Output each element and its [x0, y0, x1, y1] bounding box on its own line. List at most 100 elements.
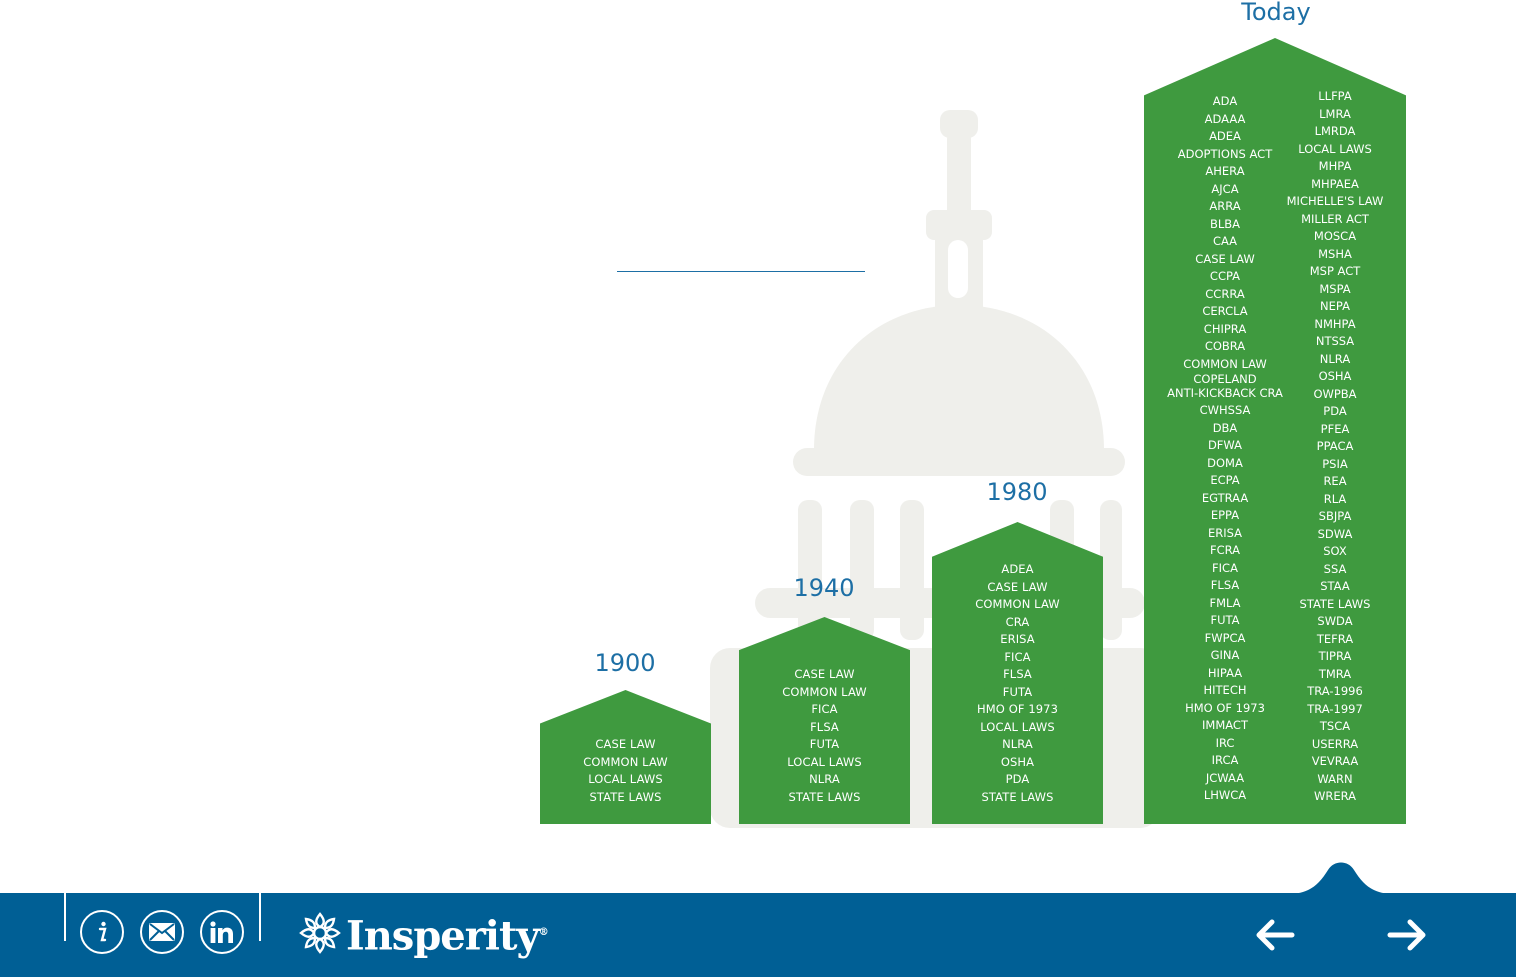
law-item: ADAAA: [1204, 111, 1246, 126]
law-item: IMMACT: [1202, 718, 1248, 732]
law-item: ANTI-KICKBACK CRA: [1167, 386, 1283, 400]
law-item: COMMON LAW: [782, 684, 867, 699]
law-item: USERRA: [1311, 736, 1359, 751]
info-button[interactable]: [80, 910, 124, 954]
law-item: FMLA: [1209, 595, 1241, 610]
law-item: STATE LAWS: [981, 789, 1054, 804]
era-label-today: Today: [1241, 0, 1311, 26]
law-item: ECPA: [1210, 473, 1240, 487]
law-list: CASE LAW COMMON LAW FICA FLSA FUTA LOCAL…: [739, 666, 910, 806]
law-item: LOCAL LAWS: [588, 772, 663, 786]
law-item: LOCAL LAWS: [787, 754, 862, 769]
law-item: CCRRA: [1205, 286, 1245, 301]
law-item: LMRDA: [1314, 124, 1356, 138]
law-item: FCRA: [1209, 543, 1241, 557]
law-item: CWHSSA: [1199, 403, 1251, 417]
law-item: LOCAL LAWS: [980, 719, 1055, 734]
law-item: PDA: [1323, 404, 1347, 418]
law-item: FLSA: [1003, 667, 1032, 681]
law-item: STAA: [1320, 579, 1350, 593]
mail-icon: [149, 923, 175, 941]
law-item: OWPBA: [1313, 386, 1357, 401]
era-house-1940: CASE LAW COMMON LAW FICA FLSA FUTA LOCAL…: [739, 617, 910, 824]
law-item: RLA: [1323, 491, 1347, 506]
law-item: PSIA: [1322, 456, 1348, 471]
insperity-logo-icon: [299, 912, 341, 954]
era-house-today: ADA ADAAA ADEA ADOPTIONS ACT AHERA AJCA …: [1144, 38, 1406, 824]
law-item: FUTA: [1210, 613, 1240, 627]
law-item: HMO OF 1973: [977, 702, 1058, 716]
law-item: VEVRAA: [1311, 754, 1359, 768]
law-item: SOX: [1323, 544, 1347, 558]
law-item: MSPA: [1319, 281, 1351, 296]
law-item: JCWAA: [1205, 770, 1245, 785]
law-item: ADOPTIONS ACT: [1177, 146, 1273, 161]
law-item: LLFPA: [1318, 89, 1352, 103]
law-item: STATE LAWS: [788, 789, 861, 804]
law-item: NEPA: [1320, 299, 1350, 313]
law-item: AJCA: [1211, 181, 1239, 196]
law-item: PDA: [1005, 772, 1030, 786]
footer-divider: [64, 893, 66, 941]
law-item: COMMON LAW: [975, 597, 1060, 611]
law-item: ADEA: [1001, 562, 1034, 576]
linkedin-icon: [210, 921, 233, 943]
law-item: FICA: [1004, 649, 1031, 664]
law-item: NMHPA: [1314, 316, 1356, 331]
law-item: CRA: [1005, 614, 1030, 629]
trademark-symbol: ®: [538, 927, 549, 938]
law-item: CASE LAW: [987, 579, 1048, 594]
law-item: MILLER ACT: [1301, 211, 1369, 226]
law-item: STATE LAWS: [589, 789, 662, 804]
arrow-left-icon[interactable]: [1252, 913, 1296, 957]
arrow-right-icon[interactable]: [1386, 913, 1430, 957]
brand-name: Insperity: [346, 912, 540, 960]
law-item: COPELAND: [1193, 372, 1257, 386]
law-item: SDWA: [1317, 526, 1353, 541]
law-item: LMRA: [1319, 106, 1351, 121]
law-item: HMO OF 1973: [1185, 700, 1265, 715]
law-item: ERISA: [1000, 632, 1035, 646]
law-item: NLRA: [809, 772, 840, 786]
law-item: FUTA: [1002, 684, 1033, 699]
law-item: ERISA: [1207, 525, 1243, 540]
law-item: EGTRAA: [1201, 490, 1249, 505]
law-item: CASE LAW: [595, 737, 656, 751]
law-item: CERCLA: [1202, 304, 1248, 318]
law-item: IRCA: [1211, 753, 1239, 767]
law-item: HIPAA: [1207, 665, 1243, 680]
law-item: MICHELLE'S LAW: [1286, 194, 1384, 208]
law-item: CHIPRA: [1203, 321, 1247, 336]
law-item: STATE LAWS: [1299, 596, 1371, 611]
law-item: MHPAEA: [1311, 176, 1359, 191]
era-label-1980: 1980: [986, 478, 1048, 506]
law-item: WRERA: [1313, 789, 1357, 803]
active-tab-indicator: [1288, 862, 1394, 894]
email-button[interactable]: [140, 910, 184, 954]
info-icon: [98, 921, 107, 942]
insperity-logo-text: Insperity®: [346, 907, 549, 962]
law-item: LHWCA: [1203, 788, 1247, 802]
law-item: REA: [1323, 474, 1347, 488]
law-item: EPPA: [1210, 508, 1240, 522]
law-item: COBRA: [1204, 339, 1246, 353]
law-item: SSA: [1323, 561, 1347, 576]
law-item: WARN: [1317, 771, 1353, 786]
era-label-1940: 1940: [793, 574, 855, 602]
law-list: ADEA CASE LAW COMMON LAW CRA ERISA FICA …: [932, 561, 1103, 806]
law-item: TEFRA: [1316, 631, 1354, 646]
law-item: CAA: [1212, 234, 1238, 248]
law-item: MSHA: [1318, 246, 1352, 261]
law-item: DBA: [1212, 420, 1238, 435]
law-item: BLBA: [1209, 216, 1241, 231]
law-item: LOCAL LAWS: [1298, 141, 1372, 156]
law-item: MHPA: [1318, 159, 1352, 173]
law-item: FWPCA: [1204, 630, 1246, 645]
law-item: PPACA: [1316, 439, 1354, 453]
linkedin-button[interactable]: [200, 910, 244, 954]
law-item: NLRA: [1002, 737, 1033, 751]
law-item: OSHA: [1318, 369, 1352, 383]
era-label-1900: 1900: [594, 649, 656, 677]
law-item: COMMON LAW: [1183, 356, 1267, 371]
law-item: ARRA: [1209, 199, 1241, 213]
